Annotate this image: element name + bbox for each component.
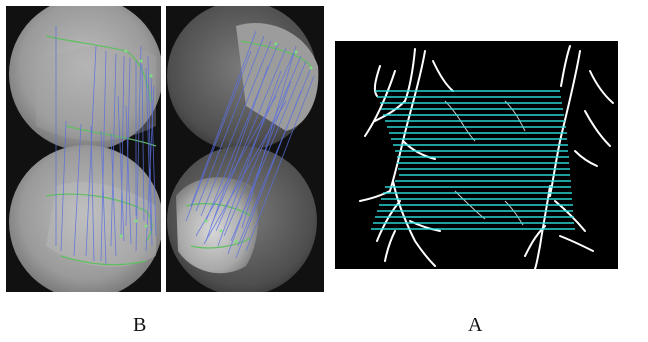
panel-b-label: B	[133, 314, 147, 336]
left-composite-image	[9, 6, 161, 292]
feature-points	[119, 42, 313, 243]
left-match-lines	[55, 26, 157, 265]
cyan-match-lines	[371, 90, 575, 230]
panel-a-label: A	[468, 314, 483, 336]
vessel-tree-left-bottom	[376, 180, 441, 267]
right-match-lines	[185, 30, 315, 259]
vessel-tree-left-top	[359, 48, 454, 202]
panel-a-figure	[335, 41, 618, 269]
right-composite-image	[167, 6, 319, 292]
panel-b-figure	[6, 6, 324, 292]
